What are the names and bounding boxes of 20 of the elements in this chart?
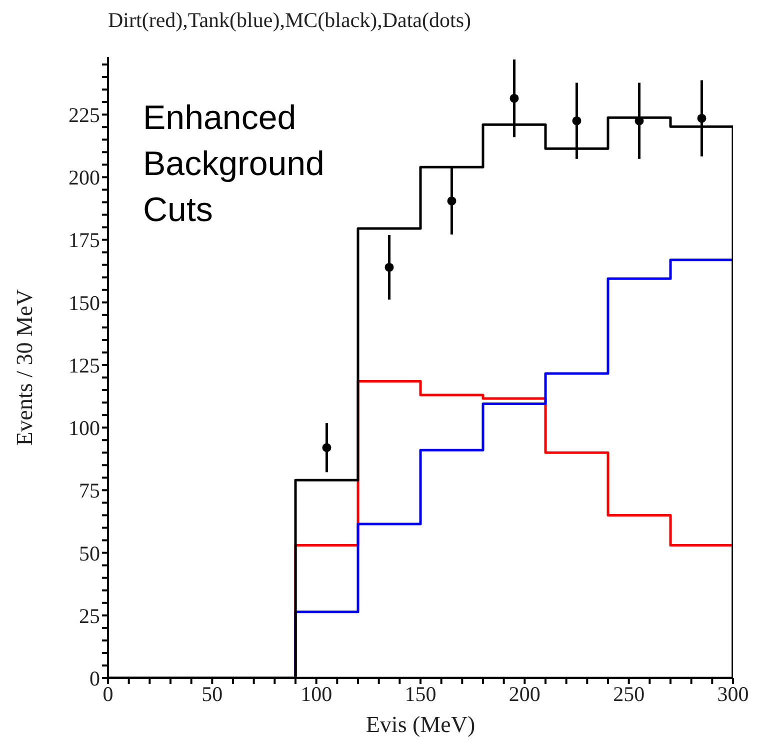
y-tick-label: 25 (79, 604, 100, 628)
y-tick-label: 200 (68, 166, 100, 190)
y-tick-label: 50 (79, 541, 100, 566)
y-tick-label: 100 (68, 416, 100, 440)
y-tick-label: 125 (68, 353, 100, 378)
y-tick-label: 225 (68, 103, 100, 128)
chart-title: Dirt(red),Tank(blue),MC(black),Data(dots) (108, 8, 471, 33)
x-tick-label: 150 (404, 682, 436, 706)
x-tick-label: 100 (300, 682, 332, 706)
x-tick-label: 200 (508, 682, 540, 706)
y-axis-title: Events / 30 MeV (12, 288, 38, 446)
y-tick-label: 0 (90, 666, 100, 690)
y-tick-label: 175 (68, 228, 100, 252)
x-axis-title: Evis (MeV) (366, 712, 476, 737)
x-tick-label: 250 (613, 682, 645, 706)
x-tick-label: 300 (717, 682, 749, 706)
annotation: Enhanced Background Cuts (143, 98, 326, 231)
y-tick-label: 150 (68, 290, 100, 315)
y-tick-label: 75 (79, 478, 100, 503)
x-tick-label: 50 (202, 682, 223, 706)
